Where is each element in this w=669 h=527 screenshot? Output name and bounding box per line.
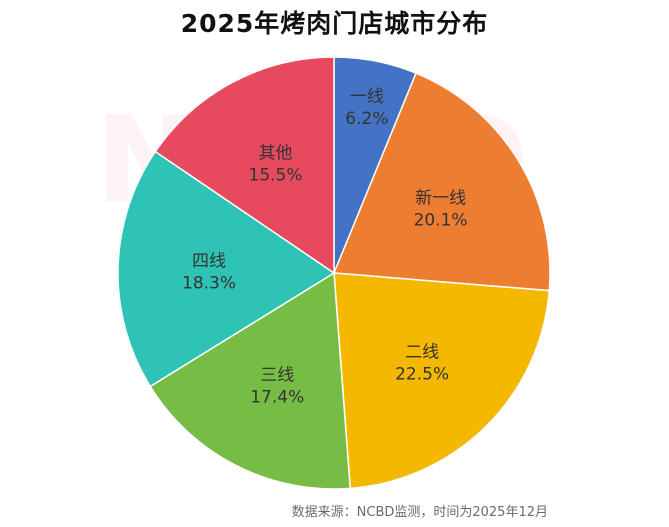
- slice-name-label: 新一线: [415, 189, 466, 209]
- pie-slice-3: [333, 272, 551, 490]
- slice-value-label: 17.4%: [250, 387, 304, 407]
- pie-slice-6: [154, 56, 335, 275]
- pie-slice-5: [117, 150, 336, 388]
- pie-slice-4: [149, 271, 352, 490]
- slice-value-label: 18.3%: [182, 273, 236, 293]
- slice-name-label: 一线: [350, 87, 384, 107]
- pie-slice-2: [332, 72, 551, 292]
- slice-value-label: 6.2%: [345, 109, 388, 129]
- chart-title: 2025年烤肉门店城市分布: [180, 9, 489, 38]
- slice-name-label: 其他: [259, 144, 293, 164]
- slice-name-label: 四线: [192, 251, 226, 271]
- slice-value-label: 22.5%: [395, 365, 449, 385]
- slice-value-label: 20.1%: [414, 211, 468, 231]
- slice-value-label: 15.5%: [249, 166, 303, 186]
- source-note: 数据来源：NCBD监测，时间为2025年12月: [291, 505, 548, 520]
- slice-name-label: 二线: [405, 343, 439, 363]
- slice-name-label: 三线: [260, 365, 294, 385]
